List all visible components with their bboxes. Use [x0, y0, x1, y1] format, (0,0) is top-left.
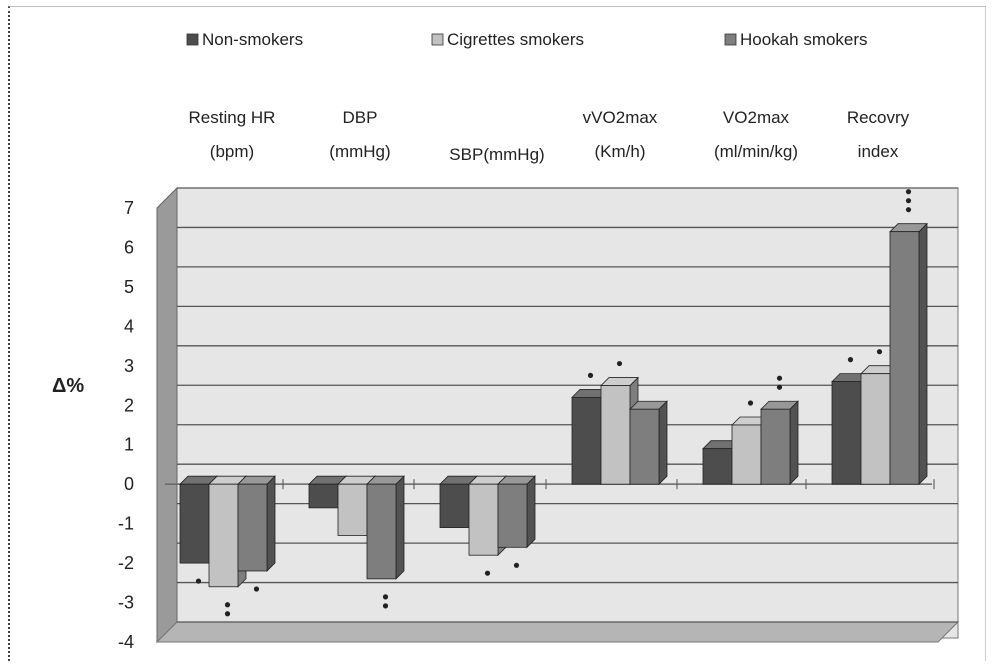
- bar: [760, 400, 799, 486]
- significance-marker: [847, 357, 854, 363]
- bar-front: [860, 373, 891, 485]
- legend: Non-smokers Cigrettes smokers Hookah smoke…: [186, 30, 868, 49]
- y-tick-label: -4: [118, 632, 134, 652]
- bar-front: [629, 408, 660, 485]
- significance-marker: [776, 384, 783, 390]
- bar-side: [266, 475, 276, 572]
- bar-front: [237, 483, 268, 572]
- significance-marker: [253, 586, 260, 592]
- significance-marker: [382, 603, 389, 609]
- bar-front: [831, 381, 862, 485]
- gridlines: [165, 187, 958, 623]
- bar-front: [179, 483, 210, 564]
- bars: [179, 189, 928, 617]
- category-label-line2: (Km/h): [595, 142, 646, 161]
- significance-marker: [484, 570, 491, 576]
- y-tick-label: 3: [124, 356, 134, 376]
- bar-side: [395, 475, 405, 580]
- y-tick-label: -1: [118, 514, 134, 534]
- category-label-line2: (ml/min/kg): [714, 142, 798, 161]
- bar-front: [497, 483, 528, 548]
- y-tick-label: 2: [124, 395, 134, 415]
- legend-label: Hookah smokers: [740, 30, 868, 49]
- significance-marker: [876, 349, 883, 355]
- significance-marker: [616, 360, 623, 367]
- y-tick-label: 6: [124, 237, 134, 257]
- bar: [366, 475, 405, 580]
- bar-front: [337, 483, 368, 536]
- significance-marker: [905, 198, 912, 204]
- legend-swatch: [186, 33, 199, 46]
- bar-side: [526, 475, 536, 549]
- category-label-line2: (bpm): [210, 142, 254, 161]
- legend-label: Cigrettes smokers: [447, 30, 584, 49]
- y-tick-label: 1: [124, 435, 134, 455]
- y-tick-label: 5: [124, 277, 134, 297]
- y-tick-label: 0: [124, 474, 134, 494]
- y-tick-label: -2: [118, 553, 134, 573]
- floor: [155, 621, 960, 643]
- legend-swatch: [724, 33, 737, 46]
- bar: [497, 475, 536, 549]
- bar-front: [760, 408, 791, 485]
- category-label-line1: SBP(mmHg): [449, 145, 544, 164]
- significance-marker: [747, 400, 754, 406]
- bar-side: [789, 400, 799, 486]
- y-tick-label: -3: [118, 593, 134, 613]
- legend-swatch: [431, 33, 444, 46]
- bar-side: [658, 400, 668, 486]
- bar: [629, 400, 668, 486]
- bar-front: [571, 396, 602, 485]
- category-label-line2: (mmHg): [329, 142, 390, 161]
- bar-front: [702, 448, 733, 485]
- significance-marker: [905, 189, 912, 195]
- bar-front: [439, 483, 470, 528]
- bar-front: [731, 424, 762, 485]
- significance-marker: [776, 375, 783, 381]
- bar-front: [468, 483, 499, 556]
- category-label-line2: index: [858, 142, 899, 161]
- significance-marker: [382, 594, 389, 600]
- bar-front: [308, 483, 339, 509]
- bar-front: [600, 385, 631, 485]
- chart-frame: [8, 6, 986, 661]
- bar-side: [918, 222, 928, 486]
- bar: [237, 475, 276, 572]
- category-label-line1: Recovry: [847, 108, 910, 127]
- bar-front: [889, 231, 920, 485]
- category-label-line1: Resting HR: [189, 108, 276, 127]
- significance-marker: [224, 611, 231, 617]
- side-wall: [156, 186, 178, 644]
- y-axis-ticks: 7 6 5 4 3 2 1 0 -1 -2 -3 -4: [118, 198, 134, 652]
- significance-marker: [224, 602, 231, 608]
- significance-marker: [587, 372, 594, 378]
- category-labels: Resting HR (bpm) DBP (mmHg) SBP(mmHg) vVO2max…: [189, 108, 910, 164]
- significance-marker: [513, 562, 520, 568]
- bar-front: [208, 483, 239, 588]
- bar: [889, 222, 928, 486]
- significance-marker: [195, 578, 202, 584]
- y-tick-label: 4: [124, 316, 134, 336]
- y-axis-label: Δ%: [52, 375, 84, 397]
- legend-label: Non-smokers: [202, 30, 303, 49]
- y-tick-label: 7: [124, 198, 134, 218]
- significance-marker: [905, 207, 912, 213]
- bar-front: [366, 483, 397, 580]
- category-label-line1: DBP: [343, 108, 378, 127]
- category-label-line1: VO2max: [723, 108, 790, 127]
- plot-area: [155, 186, 960, 644]
- category-label-line1: vVO2max: [583, 108, 658, 127]
